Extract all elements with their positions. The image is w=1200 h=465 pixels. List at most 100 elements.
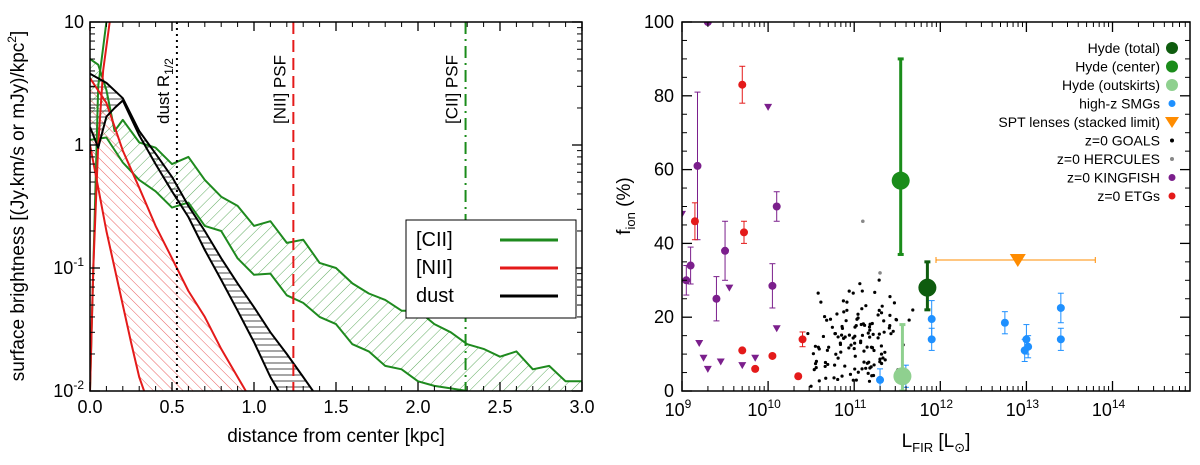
goals-point <box>860 307 864 311</box>
annotation-label-sub-0: 1/2 <box>162 58 176 75</box>
goals-point <box>868 328 872 332</box>
goals-point <box>823 364 827 369</box>
right-legend-label-8: z=0 ETGs <box>1097 188 1160 204</box>
goals-point <box>907 318 911 322</box>
goals-point <box>824 376 828 380</box>
kingfish-upper-limit <box>751 354 760 362</box>
right-legend-label-3: high-z SMGs <box>1079 96 1160 112</box>
right-legend-label-1: Hyde (center) <box>1075 59 1160 75</box>
annotation-label-2: [CII] PSF <box>443 55 462 124</box>
goals-point <box>841 299 845 303</box>
series-line-dust-upper <box>90 72 314 391</box>
kingfish-upper-limit <box>695 340 704 348</box>
goals-point <box>867 325 872 329</box>
kingfish-point <box>768 281 777 290</box>
right-x-tick-label-3: 1012 <box>920 397 954 420</box>
goals-point <box>871 332 875 337</box>
goals-point <box>860 333 865 337</box>
right-x-tick-base-2: 10 <box>834 400 854 420</box>
left-y-tick-label-2: 10-1 <box>53 255 84 278</box>
kingfish-upper-limit <box>703 365 712 373</box>
goals-point <box>878 360 882 364</box>
goals-point <box>814 366 818 370</box>
goals-point <box>883 358 887 362</box>
goals-point <box>866 371 870 375</box>
goals-point <box>868 366 872 370</box>
goals-point <box>845 300 849 304</box>
kingfish-upper-limit <box>716 358 725 366</box>
goals-point <box>830 325 834 329</box>
goals-point <box>862 323 867 327</box>
goals-point <box>853 354 857 358</box>
goals-point <box>891 329 895 333</box>
goals-point <box>881 356 885 360</box>
goals-point <box>879 311 884 315</box>
right-x-tick-label-1: 1010 <box>747 397 781 420</box>
goals-point <box>842 310 846 314</box>
kingfish-point <box>686 261 695 270</box>
goals-point <box>847 289 851 293</box>
goals-point <box>848 372 853 376</box>
etg-point <box>794 372 803 381</box>
smg-point <box>1024 342 1033 351</box>
right-x-tick-exp-4: 13 <box>1026 397 1040 411</box>
goals-point <box>828 317 833 321</box>
right-legend-marker-4 <box>1165 117 1179 128</box>
goals-point <box>854 324 858 328</box>
kingfish-upper-limit <box>738 362 747 370</box>
right-legend-label-4: SPT lenses (stacked limit) <box>998 114 1160 130</box>
goals-point <box>845 308 849 312</box>
right-x-axis-title-close: ] <box>965 431 970 452</box>
goals-point <box>853 341 857 345</box>
goals-point <box>911 308 915 312</box>
goals-point <box>882 330 886 334</box>
right-y-tick-label-1: 20 <box>654 307 674 327</box>
goals-point <box>879 344 883 348</box>
goals-point <box>823 360 828 365</box>
left-x-tick-label-2: 1.0 <box>241 397 266 417</box>
goals-point <box>892 301 897 305</box>
left-x-tick-label-4: 2.0 <box>405 397 430 417</box>
smg-point <box>1056 303 1065 312</box>
right-y-axis-title-main: f <box>614 229 635 235</box>
etg-point <box>738 80 747 89</box>
etg-point <box>798 335 807 344</box>
goals-point <box>888 295 892 299</box>
goals-point <box>816 291 820 295</box>
right-legend-marker-7 <box>1168 174 1176 181</box>
goals-point <box>852 346 856 351</box>
right-legend-marker-2 <box>1166 79 1178 91</box>
right-x-tick-exp-3: 12 <box>940 397 954 411</box>
goals-point <box>866 331 870 335</box>
goals-point <box>817 379 821 383</box>
hercules-point <box>861 219 865 224</box>
goals-point <box>825 348 830 352</box>
left-annotation-lines: dust R1/2 [NII] PSF [CII] PSF <box>154 22 467 391</box>
right-legend-marker-8 <box>1168 192 1176 200</box>
goals-point <box>879 352 884 356</box>
hercules-point <box>878 271 882 275</box>
goals-point <box>880 304 884 308</box>
goals-point <box>836 356 840 360</box>
etg-point <box>751 364 760 373</box>
goals-point <box>827 345 831 349</box>
left-y-tick-base-2: 10 <box>53 258 73 278</box>
goals-point <box>847 333 851 337</box>
goals-point <box>883 350 887 354</box>
left-x-tick-label-1: 0.5 <box>159 397 184 417</box>
hyde-total-point <box>918 278 937 297</box>
goals-point <box>806 331 810 336</box>
goals-point <box>853 367 857 371</box>
right-x-tick-exp-1: 10 <box>767 397 781 411</box>
right-y-axis-title-sub: ion <box>623 212 638 229</box>
goals-point <box>811 352 815 356</box>
left-chart-panel: dust R1/2 [NII] PSF [CII] PSF 0.0 0.5 1.0 1.5… <box>5 12 595 447</box>
goals-point <box>888 313 892 317</box>
right-legend-label-6: z=0 HERCULES <box>1057 151 1160 167</box>
left-y-tick-label-0: 10 <box>64 12 84 32</box>
left-x-tick-label-6: 3.0 <box>569 397 594 417</box>
left-y-tick-exp-2: -1 <box>73 255 84 269</box>
goals-point <box>858 282 862 286</box>
